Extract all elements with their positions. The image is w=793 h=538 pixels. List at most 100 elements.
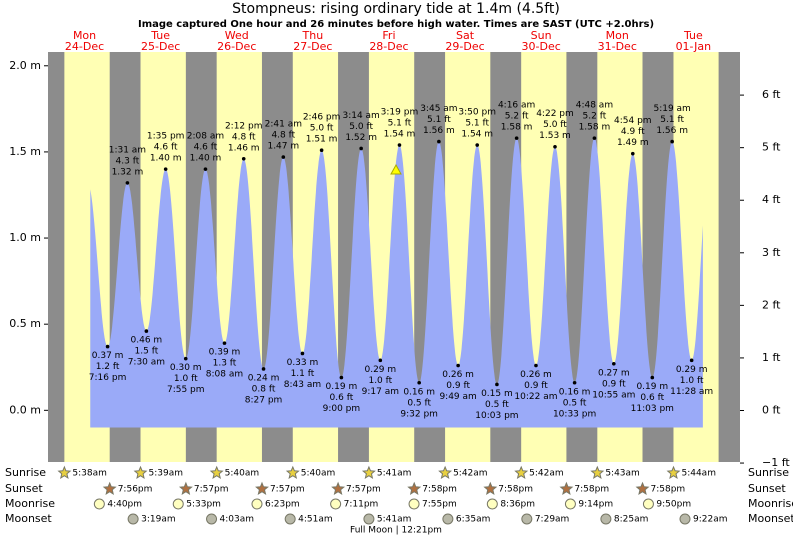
tide-label: 2:46 pm	[303, 113, 341, 123]
tide-label: 10:22 am	[514, 392, 557, 402]
tide-label: 0.5 ft	[407, 398, 431, 408]
row-label: Sunrise	[748, 466, 789, 479]
sunrise-time: 5:42am	[529, 469, 564, 479]
tide-label: 2:08 am	[187, 132, 224, 142]
tide-label: 5.1 ft	[465, 119, 489, 129]
sunset-icon	[102, 481, 117, 495]
tide-point	[417, 380, 421, 385]
tide-label: 5.1 ft	[427, 115, 451, 125]
moonset-icon	[284, 513, 296, 525]
sunset-time: 7:56pm	[118, 485, 153, 495]
y2-tick-label: 4 ft	[762, 193, 781, 206]
y2-tick-label: 1 ft	[762, 351, 781, 364]
sunset-icon	[635, 481, 650, 495]
y-tick-label: 1.5 m	[9, 145, 41, 158]
sunrise-time: 5:43am	[605, 469, 640, 479]
weekday-label: Mon	[606, 29, 629, 42]
moonrise-icon	[642, 498, 654, 510]
tide-label: 0.15 m	[481, 389, 513, 399]
tide-area	[90, 138, 703, 428]
date-label: 27-Dec	[293, 40, 332, 53]
tide-label: 1.2 ft	[96, 362, 120, 372]
tide-label: 0.26 m	[520, 370, 552, 380]
tide-label: 1.58 m	[579, 123, 611, 133]
sunset-icon	[255, 481, 269, 495]
weekday-label: Fri	[382, 29, 395, 42]
y-tick-label: 0.5 m	[9, 317, 41, 330]
tide-label: 3:14 am	[342, 111, 379, 121]
tide-label: 11:28 am	[670, 387, 713, 397]
row-label: Moonset	[5, 512, 52, 525]
sunrise-icon	[209, 465, 224, 479]
tide-label: 4.6 ft	[154, 143, 178, 153]
tide-label: 3:19 pm	[381, 108, 419, 118]
tide-point	[612, 362, 616, 366]
tide-point	[105, 344, 110, 349]
sunset-icon	[483, 481, 498, 495]
tide-label: 0.9 ft	[446, 381, 470, 391]
y2-tick-label: 2 ft	[762, 298, 781, 311]
tide-label: 0.16 m	[403, 387, 435, 397]
tide-label: 1.52 m	[345, 133, 377, 143]
moonrise-time: 8:36pm	[500, 500, 535, 510]
moonset-icon	[442, 513, 454, 525]
tide-label: 0.26 m	[442, 370, 474, 380]
tide-label: 4:48 am	[576, 101, 613, 111]
y2-tick-label: 0 ft	[762, 403, 781, 416]
tide-label: 10:55 am	[592, 390, 635, 400]
tide-label: 4:54 pm	[614, 116, 652, 126]
tide-label: 1.0 ft	[174, 374, 198, 384]
row-label: Sunrise	[5, 466, 46, 479]
tide-point	[203, 167, 208, 171]
tide-label: 7:16 pm	[89, 373, 127, 383]
date-label: 24-Dec	[65, 40, 104, 53]
tide-label: 0.24 m	[248, 373, 280, 383]
tide-label: 9:17 am	[362, 387, 399, 397]
sunrise-time: 5:40am	[301, 469, 336, 479]
tide-label: 8:43 am	[284, 380, 321, 390]
tide-point	[553, 144, 557, 149]
tide-label: 5:19 am	[653, 104, 690, 114]
tide-point	[437, 139, 441, 144]
tide-label: 1.3 ft	[213, 359, 237, 369]
tide-label: 1.1 ft	[291, 369, 315, 379]
tide-label: 0.6 ft	[640, 393, 664, 403]
tide-label: 1.40 m	[150, 154, 182, 164]
moon-phase: Full Moon | 12:21pm	[350, 526, 442, 536]
tide-label: 4.8 ft	[232, 132, 256, 142]
tide-label: 4:22 pm	[536, 109, 574, 119]
date-label: 29-Dec	[445, 40, 484, 53]
sunrise-icon	[133, 465, 148, 479]
tide-label: 4.9 ft	[621, 127, 645, 137]
date-label: 30-Dec	[522, 40, 561, 53]
moonrise-time: 4:40pm	[107, 500, 142, 510]
moonset-icon	[127, 513, 139, 525]
chart-subtitle: Image captured One hour and 26 minutes b…	[138, 19, 654, 30]
tide-label: 0.27 m	[598, 368, 630, 378]
tide-label: 0.29 m	[676, 365, 708, 375]
moonset-time: 8:25am	[614, 515, 649, 525]
moonrise-icon	[486, 498, 498, 510]
date-label: 31-Dec	[598, 40, 637, 53]
tide-point	[689, 358, 694, 363]
date-label: 26-Dec	[217, 40, 256, 53]
sunset-time: 7:57pm	[346, 485, 381, 495]
moonrise-time: 6:23pm	[265, 500, 300, 510]
tide-label: 4.3 ft	[116, 156, 140, 166]
moonrise-icon	[408, 498, 420, 510]
weekday-label: Thu	[302, 29, 324, 42]
tide-point	[222, 341, 227, 345]
y-tick-label: 2.0 m	[9, 59, 41, 72]
tide-label: 1.46 m	[228, 143, 260, 153]
chart-title: Stompneus: rising ordinary tide at 1.4m …	[232, 1, 560, 17]
tide-label: 0.9 ft	[602, 379, 626, 389]
moonset-icon	[363, 513, 375, 525]
moonset-time: 7:29am	[535, 515, 570, 525]
tide-label: 1.56 m	[656, 126, 688, 136]
tide-point	[183, 356, 188, 361]
tide-label: 3:45 am	[420, 104, 457, 114]
moonrise-icon	[251, 498, 263, 510]
tide-point	[650, 375, 655, 380]
tide-point	[300, 351, 305, 356]
